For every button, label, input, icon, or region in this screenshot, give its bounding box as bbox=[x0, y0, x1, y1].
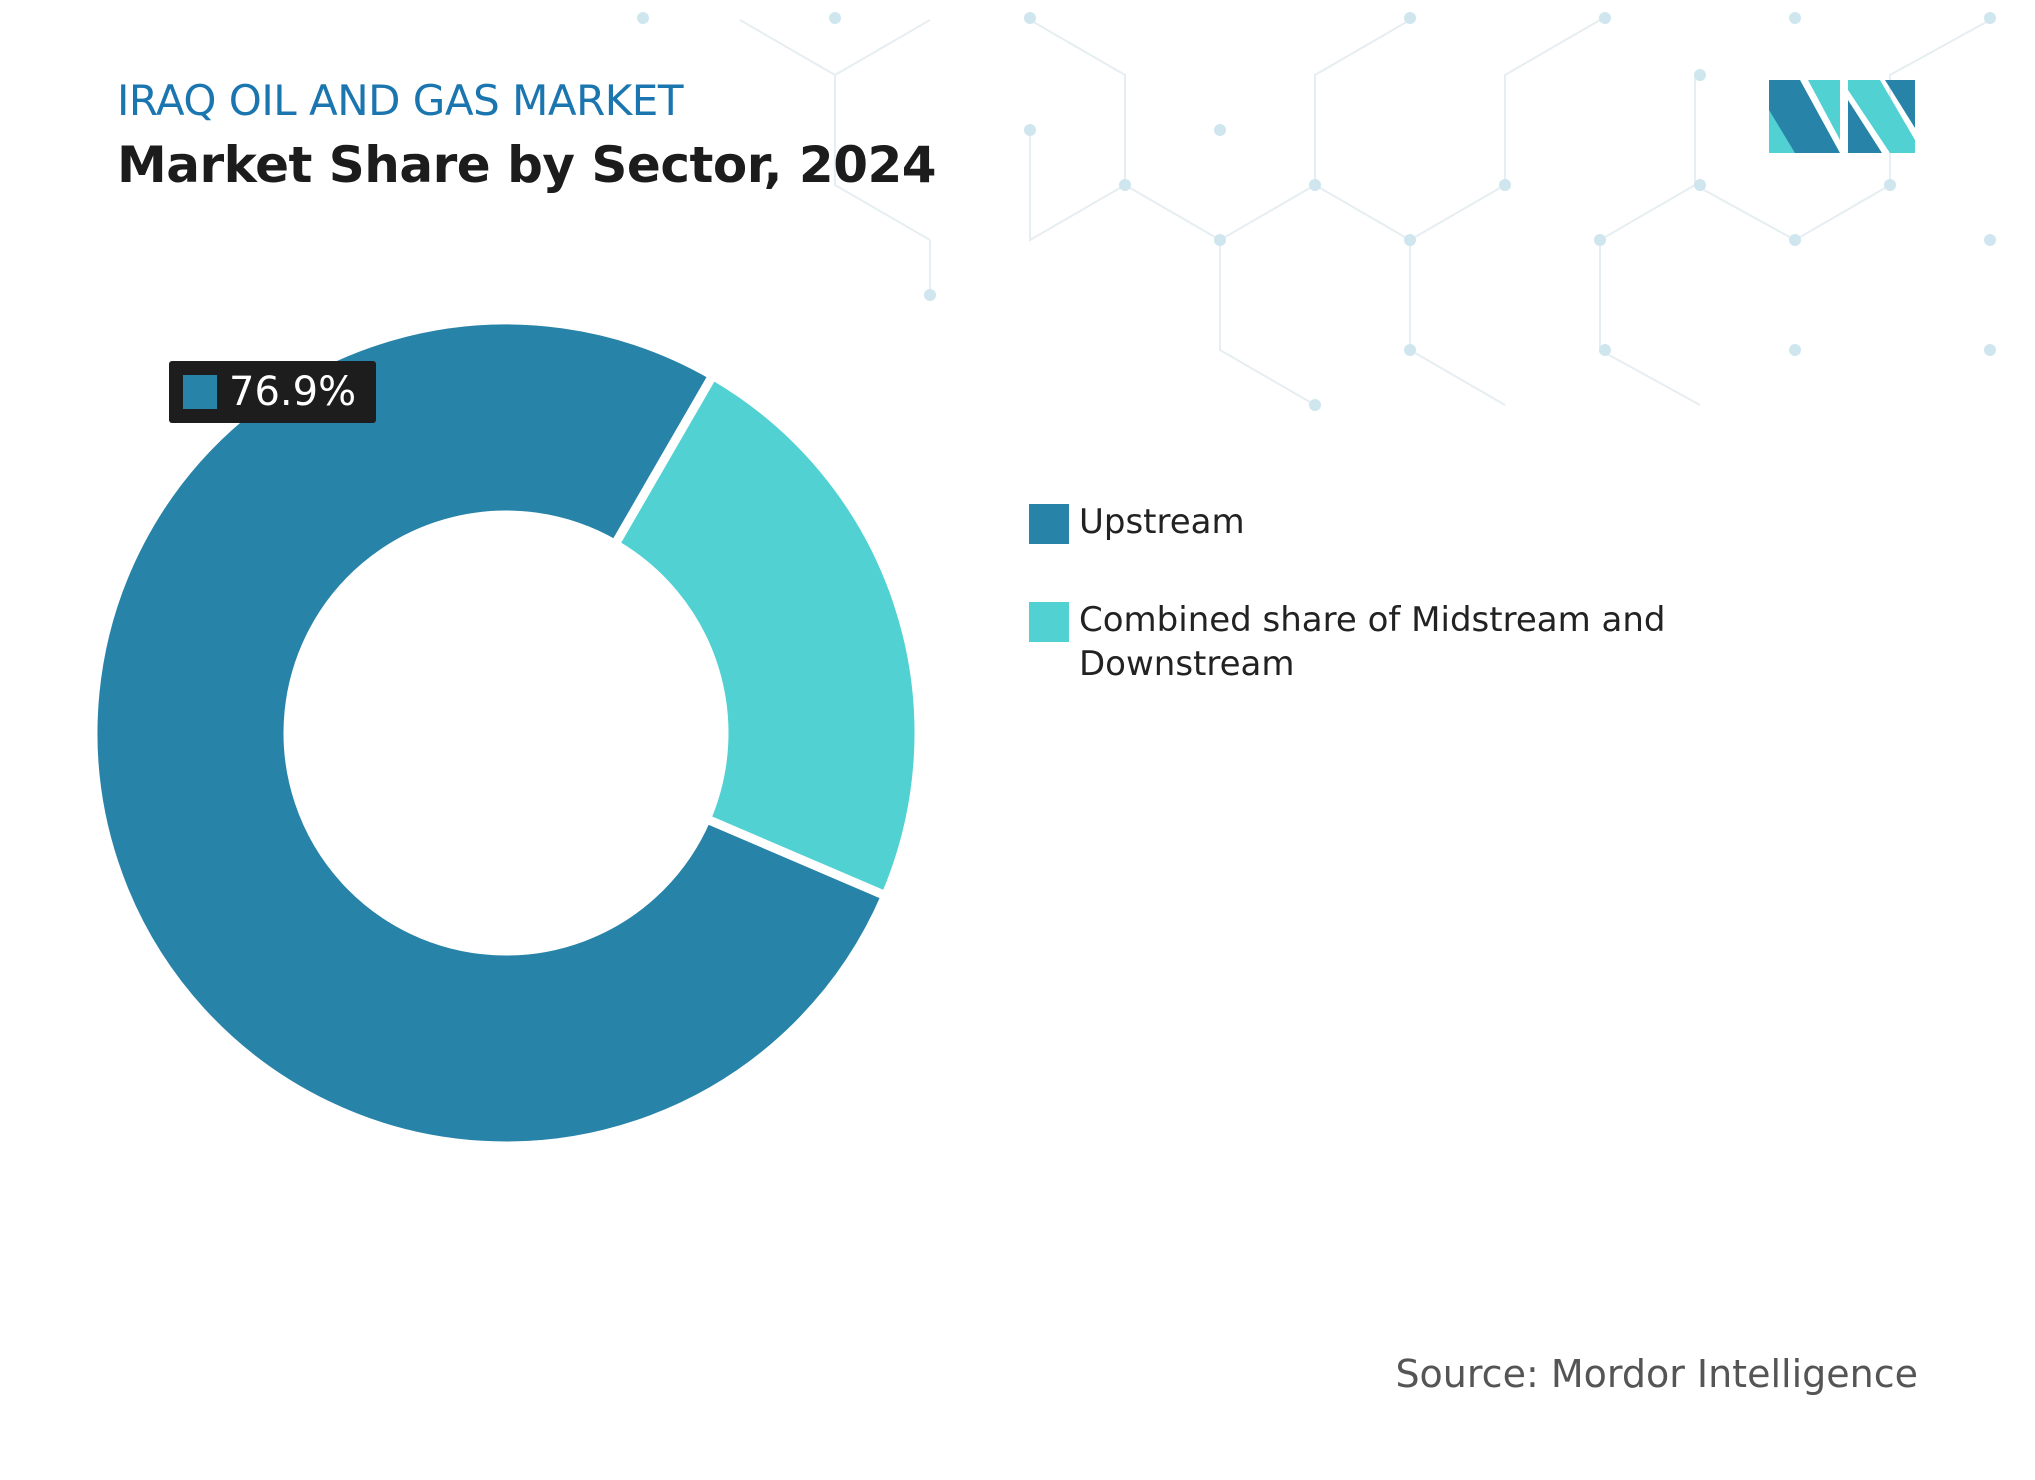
background-pattern bbox=[637, 12, 1996, 411]
legend-label: Combined share of Midstream and Downstre… bbox=[1079, 600, 1666, 684]
legend-item: Combined share of Midstream and Downstre… bbox=[1029, 598, 1789, 686]
legend-swatch bbox=[1029, 602, 1069, 642]
subtitle: IRAQ OIL AND GAS MARKET bbox=[117, 76, 683, 125]
data-label: 76.9% bbox=[169, 361, 377, 423]
source: Source: Mordor Intelligence bbox=[1395, 1352, 1918, 1396]
logo bbox=[1769, 80, 1915, 153]
donut-slice bbox=[608, 369, 924, 902]
chart-title: Market Share by Sector, 2024 bbox=[117, 136, 937, 194]
data-label-text: 76.9% bbox=[229, 369, 357, 415]
donut-slice bbox=[88, 315, 892, 1151]
label-swatch bbox=[183, 375, 217, 409]
donut bbox=[88, 315, 924, 1151]
legend-item: Upstream bbox=[1029, 500, 1789, 544]
legend: Upstream Combined share of Midstream and … bbox=[1029, 500, 1789, 740]
legend-label: Upstream bbox=[1079, 502, 1245, 542]
legend-swatch bbox=[1029, 504, 1069, 544]
